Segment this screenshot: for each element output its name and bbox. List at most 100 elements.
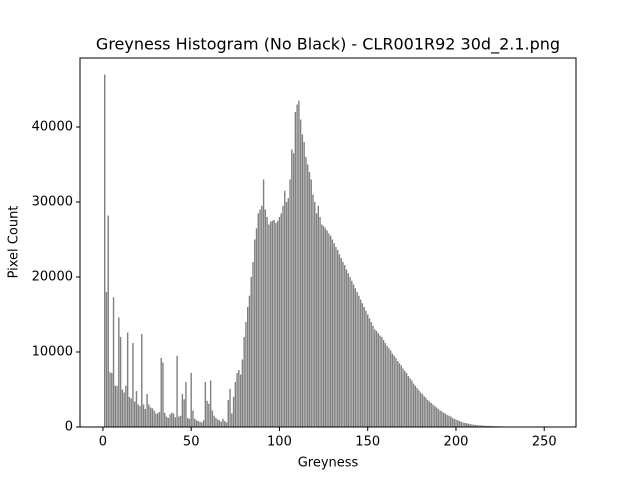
bar — [441, 411, 443, 427]
bar — [345, 269, 348, 427]
bar — [303, 142, 305, 427]
bar — [112, 297, 115, 427]
bar — [329, 235, 332, 427]
bar — [301, 134, 304, 427]
bar — [176, 355, 178, 427]
bar — [487, 425, 489, 427]
bar — [432, 404, 434, 427]
bar — [384, 343, 387, 427]
bar — [457, 420, 459, 427]
bar — [368, 318, 371, 427]
bar — [372, 325, 374, 427]
bar — [156, 413, 159, 427]
y-tick-label: 30000 — [32, 195, 73, 210]
bar — [411, 380, 413, 427]
bar — [254, 239, 256, 427]
y-tick-label: 20000 — [32, 270, 73, 285]
bar — [199, 421, 201, 427]
bar — [315, 213, 318, 427]
bar — [125, 385, 127, 427]
bar — [141, 334, 143, 427]
bar — [213, 415, 215, 427]
bar — [351, 280, 353, 427]
bar — [331, 239, 334, 427]
bar — [284, 190, 286, 427]
bar — [114, 385, 117, 427]
bar — [132, 343, 134, 427]
bar — [232, 397, 235, 427]
bar — [361, 303, 364, 427]
bar — [151, 408, 154, 427]
bar — [310, 179, 312, 427]
bar — [204, 382, 207, 427]
bar — [317, 205, 319, 427]
x-tick-label: 50 — [183, 435, 200, 450]
bar — [262, 179, 265, 427]
bar — [389, 350, 392, 427]
bar — [248, 295, 251, 427]
bar — [215, 418, 217, 427]
bar — [296, 104, 298, 427]
bar — [446, 415, 448, 427]
bar — [444, 413, 447, 427]
bar — [121, 389, 124, 427]
bar — [250, 277, 252, 427]
bar — [153, 410, 155, 427]
bar — [264, 209, 267, 427]
y-axis-label: Pixel Count — [7, 206, 22, 279]
chart-title: Greyness Histogram (No Black) - CLR001R9… — [96, 35, 560, 55]
bar — [206, 400, 208, 427]
bar — [419, 392, 422, 427]
bar — [155, 413, 157, 427]
bar — [158, 412, 161, 427]
bar — [149, 407, 152, 427]
bar — [139, 406, 141, 427]
bar — [328, 233, 330, 427]
bar — [109, 372, 111, 427]
bar — [144, 409, 147, 427]
bar — [337, 250, 339, 427]
bar — [118, 317, 120, 427]
bar — [423, 396, 425, 427]
x-tick-label: 250 — [532, 435, 557, 450]
bar — [465, 423, 468, 427]
bar — [225, 422, 228, 427]
bar — [190, 373, 192, 427]
bar — [123, 392, 125, 427]
bar — [381, 337, 383, 427]
bar — [278, 217, 281, 427]
bar — [319, 217, 321, 427]
bar — [402, 368, 404, 427]
bar — [414, 385, 417, 427]
bar — [246, 307, 249, 427]
bar — [305, 157, 307, 427]
bar — [391, 353, 394, 427]
bar — [485, 425, 487, 427]
bar — [227, 400, 229, 427]
bar — [116, 385, 118, 427]
bar — [375, 331, 378, 427]
bar — [462, 422, 464, 427]
bar — [172, 413, 175, 427]
bar — [335, 247, 337, 427]
bar — [195, 420, 198, 427]
bar — [255, 228, 258, 427]
bar — [397, 361, 399, 427]
bar — [269, 221, 272, 427]
bar — [194, 418, 196, 427]
bar — [342, 262, 344, 427]
bar — [179, 415, 182, 427]
bar — [192, 410, 194, 427]
y-tick-label: 10000 — [32, 345, 73, 360]
bar — [276, 220, 279, 427]
bar — [266, 217, 268, 427]
bar — [174, 417, 177, 427]
bar — [435, 407, 438, 427]
bar — [285, 202, 288, 427]
bar — [208, 403, 210, 427]
bar — [229, 388, 231, 427]
bar — [289, 179, 291, 427]
bar — [434, 406, 436, 427]
bar — [306, 164, 309, 427]
